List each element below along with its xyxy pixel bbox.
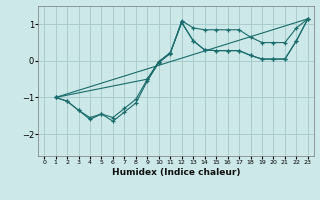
X-axis label: Humidex (Indice chaleur): Humidex (Indice chaleur) bbox=[112, 168, 240, 177]
